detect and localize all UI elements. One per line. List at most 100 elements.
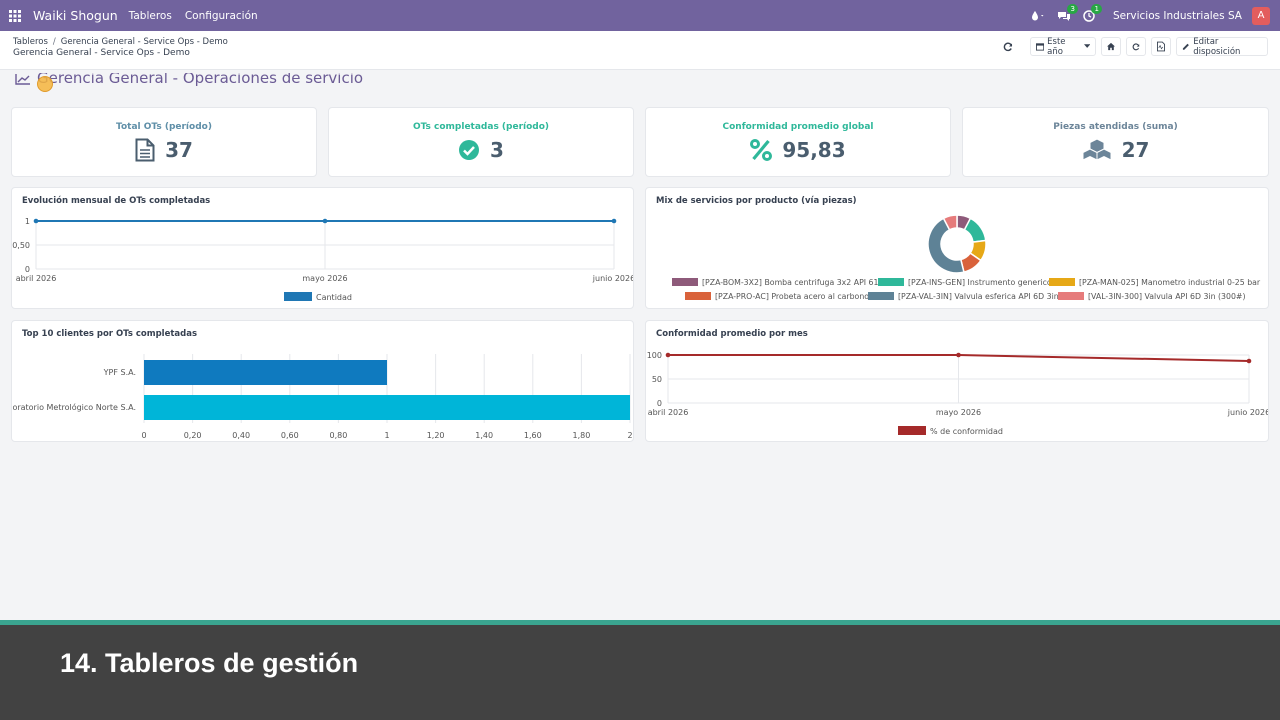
legend-swatch <box>672 278 698 286</box>
kpi-value: 3 <box>490 138 504 162</box>
legend-label: [PZA-PRO-AC] Probeta acero al carbono <box>715 292 869 301</box>
chart-title: Top 10 clientes por OTs completadas <box>22 329 198 339</box>
x-tick-label: 1,20 <box>427 431 445 440</box>
y-tick-label: 100 <box>647 351 662 360</box>
slide-footer: 14. Tableros de gestión <box>0 620 1280 720</box>
y-category-label: Laboratorio Metrológico Norte S.A. <box>12 402 136 412</box>
data-point <box>1246 358 1252 364</box>
footer-caption: 14. Tableros de gestión <box>60 648 359 678</box>
chart-card-evolution: Evolución mensual de OTs completadas 0 0,… <box>11 187 634 309</box>
x-tick-label: 0,60 <box>281 431 299 440</box>
chart-card-mix: Mix de servicios por producto (vía pieza… <box>645 187 1269 309</box>
legend-swatch <box>898 426 926 435</box>
legend-swatch <box>868 292 894 300</box>
kpi-card-pieces[interactable]: Piezas atendidas (suma) 27 <box>962 107 1269 177</box>
edit-layout-button[interactable]: Editar disposición <box>1176 37 1268 57</box>
dashboard-title: Gerencia General - Operaciones de servic… <box>15 73 363 93</box>
chat-icon[interactable]: 3 <box>1057 3 1078 22</box>
chart-title: Mix de servicios por producto (vía pieza… <box>656 196 857 206</box>
x-tick-label: 0 <box>141 431 146 440</box>
app-brand[interactable]: Waiki Shogun <box>33 8 118 23</box>
chart-card-conformity: Conformidad promedio por mes 0 50 100 abril… <box>645 320 1269 442</box>
breadcrumb-current[interactable]: Gerencia General - Service Ops - Demo <box>60 37 228 47</box>
mouse-cursor-highlight <box>37 76 53 92</box>
breadcrumb-root[interactable]: Tableros <box>13 37 48 47</box>
document-icon <box>135 138 155 162</box>
kpi-card-completed-ots[interactable]: OTs completadas (período) 3 <box>328 107 634 177</box>
doughnut-slice <box>942 214 958 231</box>
legend-label: [VAL-3IN-300] Valvula API 6D 3in (300#) <box>1088 292 1246 301</box>
data-point <box>33 218 39 224</box>
x-tick-label: 1,60 <box>524 431 542 440</box>
breadcrumb-subtitle: Gerencia General - Service Ops - Demo <box>13 48 190 58</box>
period-filter-label: Este año <box>1047 36 1066 57</box>
y-tick-label: 0 <box>657 399 662 408</box>
breadcrumb: Tableros / Gerencia General - Service Ops … <box>13 37 228 47</box>
percent-icon <box>750 139 773 161</box>
kpi-card-conformity[interactable]: Conformidad promedio global 95,83 <box>645 107 951 177</box>
data-point <box>956 352 961 358</box>
legend-label: Cantidad <box>316 293 352 302</box>
top-clients-bar-chart: 0 0,20 0,40 0,60 0,80 1 1,20 1,40 1,60 1,80 2 YPF S… <box>12 354 633 440</box>
legend-label: [PZA-VAL-3IN] Valvula esferica API 6D 3i… <box>898 292 1059 301</box>
dashboard-title-text: Gerencia General - Operaciones de servic… <box>37 73 364 87</box>
apps-menu-icon[interactable] <box>0 0 30 31</box>
refresh-icon[interactable] <box>998 37 1018 56</box>
y-tick-label: 1 <box>25 217 30 226</box>
y-tick-label: 0 <box>25 265 30 274</box>
x-tick-label: 0,40 <box>232 431 250 440</box>
company-switcher[interactable]: Servicios Industriales SA <box>1112 9 1242 22</box>
kpi-card-total-ots[interactable]: Total OTs (período) 37 <box>11 107 317 177</box>
x-tick-label: junio 2026 <box>592 274 633 283</box>
legend-swatch <box>878 278 904 286</box>
pdf-icon[interactable] <box>1151 37 1171 56</box>
check-circle-icon <box>459 140 480 160</box>
menu-tableros[interactable]: Tableros <box>128 9 172 22</box>
x-tick-label: 0,20 <box>184 431 202 440</box>
chart-card-top-clients: Top 10 clientes por OTs completadas 0 0,2… <box>11 320 634 442</box>
activity-badge: 1 <box>1091 3 1102 14</box>
debug-drop-icon[interactable] <box>1031 10 1045 22</box>
evolution-line-chart: 0 0,50 1 abril 2026 mayo 2026 junio 2026 Canti… <box>12 217 633 302</box>
menu-configuracion[interactable]: Configuración <box>184 9 258 22</box>
x-tick-label: abril 2026 <box>648 408 689 417</box>
legend-label: [PZA-INS-GEN] Instrumento generico <box>908 278 1052 287</box>
legend-swatch <box>685 292 711 300</box>
kpi-label: Total OTs (período) <box>116 122 212 132</box>
kpi-label: Conformidad promedio global <box>722 122 874 132</box>
x-tick-label: abril 2026 <box>16 274 57 283</box>
legend-label: % de conformidad <box>930 427 1003 436</box>
y-tick-label: 50 <box>652 375 662 384</box>
x-tick-label: mayo 2026 <box>302 274 347 283</box>
bar <box>144 395 630 420</box>
reload-icon[interactable] <box>1126 37 1146 56</box>
top-navbar: Waiki Shogun Tableros Configuración 3 1 … <box>0 0 1280 31</box>
legend-swatch <box>1058 292 1084 300</box>
kpi-label: Piezas atendidas (suma) <box>1053 122 1178 132</box>
x-tick-label: mayo 2026 <box>936 408 981 417</box>
home-icon[interactable] <box>1101 37 1121 56</box>
conformity-line-chart: 0 50 100 abril 2026 mayo 2026 junio 2026 % de … <box>647 351 1268 436</box>
kpi-value: 95,83 <box>782 138 846 162</box>
x-tick-label: 0,80 <box>329 431 347 440</box>
x-tick-label: 1,40 <box>475 431 493 440</box>
doughnut-slice <box>927 217 965 274</box>
data-point <box>611 218 617 224</box>
data-point <box>665 352 671 358</box>
activity-clock-icon[interactable]: 1 <box>1083 3 1102 22</box>
user-avatar[interactable]: A <box>1252 6 1270 25</box>
cubes-icon <box>1082 138 1112 161</box>
x-tick-label: 2 <box>627 431 632 440</box>
chart-title: Evolución mensual de OTs completadas <box>22 196 211 206</box>
mix-doughnut-chart: [PZA-BOM-3X2] Bomba centrifuga 3x2 API 6… <box>672 214 1261 301</box>
pencil-icon <box>1182 43 1189 50</box>
x-tick-label: junio 2026 <box>1227 408 1268 417</box>
bar <box>144 360 387 385</box>
x-tick-label: 1,80 <box>572 431 590 440</box>
line-chart-icon <box>15 74 30 85</box>
y-tick-label: 0,50 <box>12 241 30 250</box>
legend-label: [PZA-MAN-025] Manometro industrial 0-25 … <box>1079 278 1261 287</box>
data-point <box>322 218 328 224</box>
period-filter-button[interactable]: Este año <box>1030 36 1096 57</box>
chart-title: Conformidad promedio por mes <box>656 329 808 339</box>
